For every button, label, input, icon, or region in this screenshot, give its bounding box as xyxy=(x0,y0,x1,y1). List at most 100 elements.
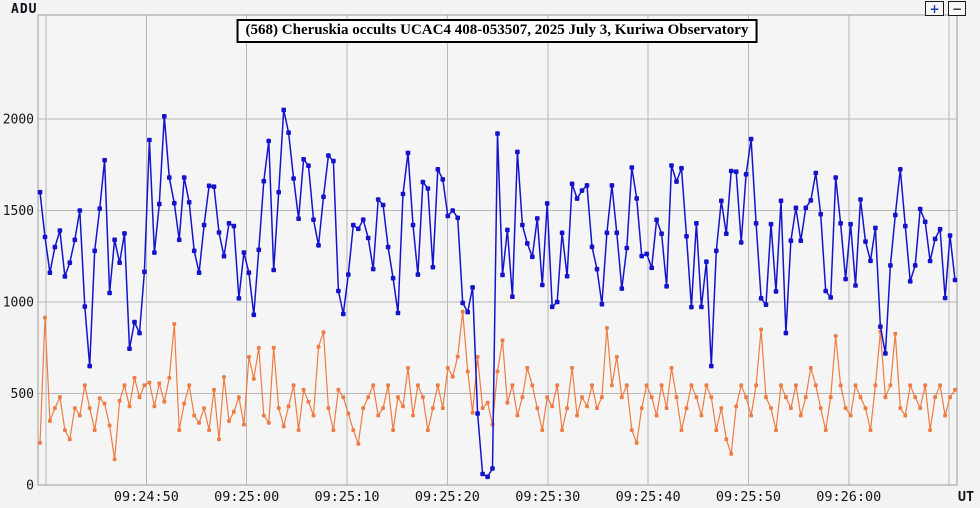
target-star-adu-point xyxy=(306,163,311,168)
comparison-star-adu-point xyxy=(217,437,221,442)
target-star-adu-point xyxy=(336,288,341,294)
comparison-star-adu-point xyxy=(883,395,888,400)
comparison-star-adu-point xyxy=(67,437,72,442)
comparison-star-adu-point xyxy=(550,404,555,409)
target-star-adu-point xyxy=(540,282,545,288)
comparison-star-adu-point xyxy=(669,366,674,370)
target-star-adu-point xyxy=(674,179,679,184)
target-star-adu-point xyxy=(147,137,152,143)
comparison-star-adu-point xyxy=(132,376,137,380)
comparison-star-adu-point xyxy=(888,383,893,388)
comparison-star-adu-point xyxy=(87,406,92,410)
target-star-adu-point xyxy=(778,198,784,204)
target-star-adu-point xyxy=(614,230,620,236)
x-tick-label: 09:26:00 xyxy=(816,489,881,505)
comparison-star-adu-point xyxy=(366,395,371,400)
target-star-adu-point xyxy=(375,197,381,202)
target-star-adu-point xyxy=(898,167,903,172)
comparison-star-adu-point xyxy=(833,334,838,338)
comparison-star-adu-point xyxy=(77,413,82,418)
comparison-star-adu-point xyxy=(242,422,246,427)
target-star-adu-point xyxy=(196,270,202,275)
comparison-star-adu-point xyxy=(450,374,455,379)
comparison-star-adu-point xyxy=(296,428,301,432)
target-star-adu-point xyxy=(624,245,630,251)
comparison-star-adu-point xyxy=(440,406,445,410)
target-star-adu-point xyxy=(400,191,406,197)
comparison-star-adu-point xyxy=(157,381,162,386)
target-star-adu-point xyxy=(475,411,480,416)
comparison-star-adu-point xyxy=(261,413,266,418)
comparison-star-adu-point xyxy=(769,406,773,410)
comparison-star-adu-point xyxy=(510,383,515,388)
comparison-star-adu-point xyxy=(311,413,316,418)
target-star-adu-point xyxy=(181,175,187,180)
target-star-adu-point xyxy=(390,275,396,281)
comparison-star-adu-point xyxy=(256,345,261,350)
target-star-adu-point xyxy=(783,330,789,336)
comparison-star-adu-point xyxy=(411,413,415,418)
comparison-star-adu-point xyxy=(346,411,351,416)
comparison-star-adu-point xyxy=(515,413,520,418)
comparison-star-adu-point xyxy=(336,387,341,392)
comparison-star-adu-point xyxy=(525,366,530,370)
target-star-adu-point xyxy=(947,233,953,238)
comparison-star-adu-point xyxy=(281,424,286,429)
comparison-star-adu-point xyxy=(460,309,465,314)
target-star-adu-point xyxy=(604,230,610,236)
comparison-star-adu-point xyxy=(858,395,863,400)
target-star-adu-point xyxy=(515,149,520,155)
target-star-adu-point xyxy=(435,167,441,172)
x-tick-label: 09:25:40 xyxy=(616,489,681,505)
comparison-star-adu-point xyxy=(38,441,42,445)
target-star-adu-point xyxy=(719,198,724,204)
target-star-adu-point xyxy=(808,198,814,203)
comparison-star-adu-point xyxy=(848,413,853,418)
target-star-adu-point xyxy=(62,274,68,279)
comparison-star-adu-point xyxy=(535,406,540,410)
comparison-star-adu-point xyxy=(212,387,216,392)
comparison-star-adu-point xyxy=(595,406,599,410)
comparison-star-adu-point xyxy=(580,395,584,400)
plot-area[interactable] xyxy=(38,15,957,485)
target-star-adu-point xyxy=(530,254,535,260)
zoom-in-button[interactable]: + xyxy=(925,1,944,16)
target-star-adu-point xyxy=(858,197,863,202)
target-star-adu-point xyxy=(191,248,197,254)
comparison-star-adu-point xyxy=(590,383,594,388)
comparison-star-adu-point xyxy=(928,428,932,432)
target-star-adu-point xyxy=(311,217,316,222)
comparison-star-adu-point xyxy=(853,383,858,388)
comparison-star-adu-point xyxy=(739,383,744,388)
target-star-adu-point xyxy=(296,216,301,221)
comparison-star-adu-point xyxy=(948,395,952,400)
target-star-adu-point xyxy=(768,221,774,227)
comparison-star-adu-point xyxy=(182,401,187,406)
comparison-star-adu-point xyxy=(545,395,550,400)
comparison-star-adu-point xyxy=(435,383,440,388)
target-star-adu-point xyxy=(57,228,63,233)
comparison-star-adu-point xyxy=(868,428,873,432)
target-star-adu-point xyxy=(385,244,391,250)
comparison-star-adu-point xyxy=(555,383,560,388)
target-star-adu-point xyxy=(271,267,276,273)
comparison-star-adu-point xyxy=(97,396,102,400)
comparison-star-adu-point xyxy=(789,406,793,410)
comparison-star-adu-point xyxy=(431,406,435,410)
comparison-star-adu-point xyxy=(58,395,62,400)
x-tick-label: 09:25:10 xyxy=(315,489,380,505)
target-star-adu-point xyxy=(694,221,699,226)
comparison-star-adu-point xyxy=(232,409,236,414)
target-star-adu-point xyxy=(211,184,217,189)
target-star-adu-point xyxy=(216,230,222,235)
target-star-adu-point xyxy=(937,226,943,232)
comparison-star-adu-point xyxy=(744,395,748,400)
comparison-star-adu-point xyxy=(938,383,942,388)
comparison-star-adu-point xyxy=(112,457,117,462)
target-star-adu-point xyxy=(246,270,252,275)
target-star-adu-point xyxy=(709,363,714,369)
comparison-star-adu-point xyxy=(600,395,604,400)
target-star-adu-point xyxy=(833,175,838,180)
zoom-out-button[interactable]: − xyxy=(948,1,966,16)
target-star-adu-point xyxy=(102,157,107,163)
